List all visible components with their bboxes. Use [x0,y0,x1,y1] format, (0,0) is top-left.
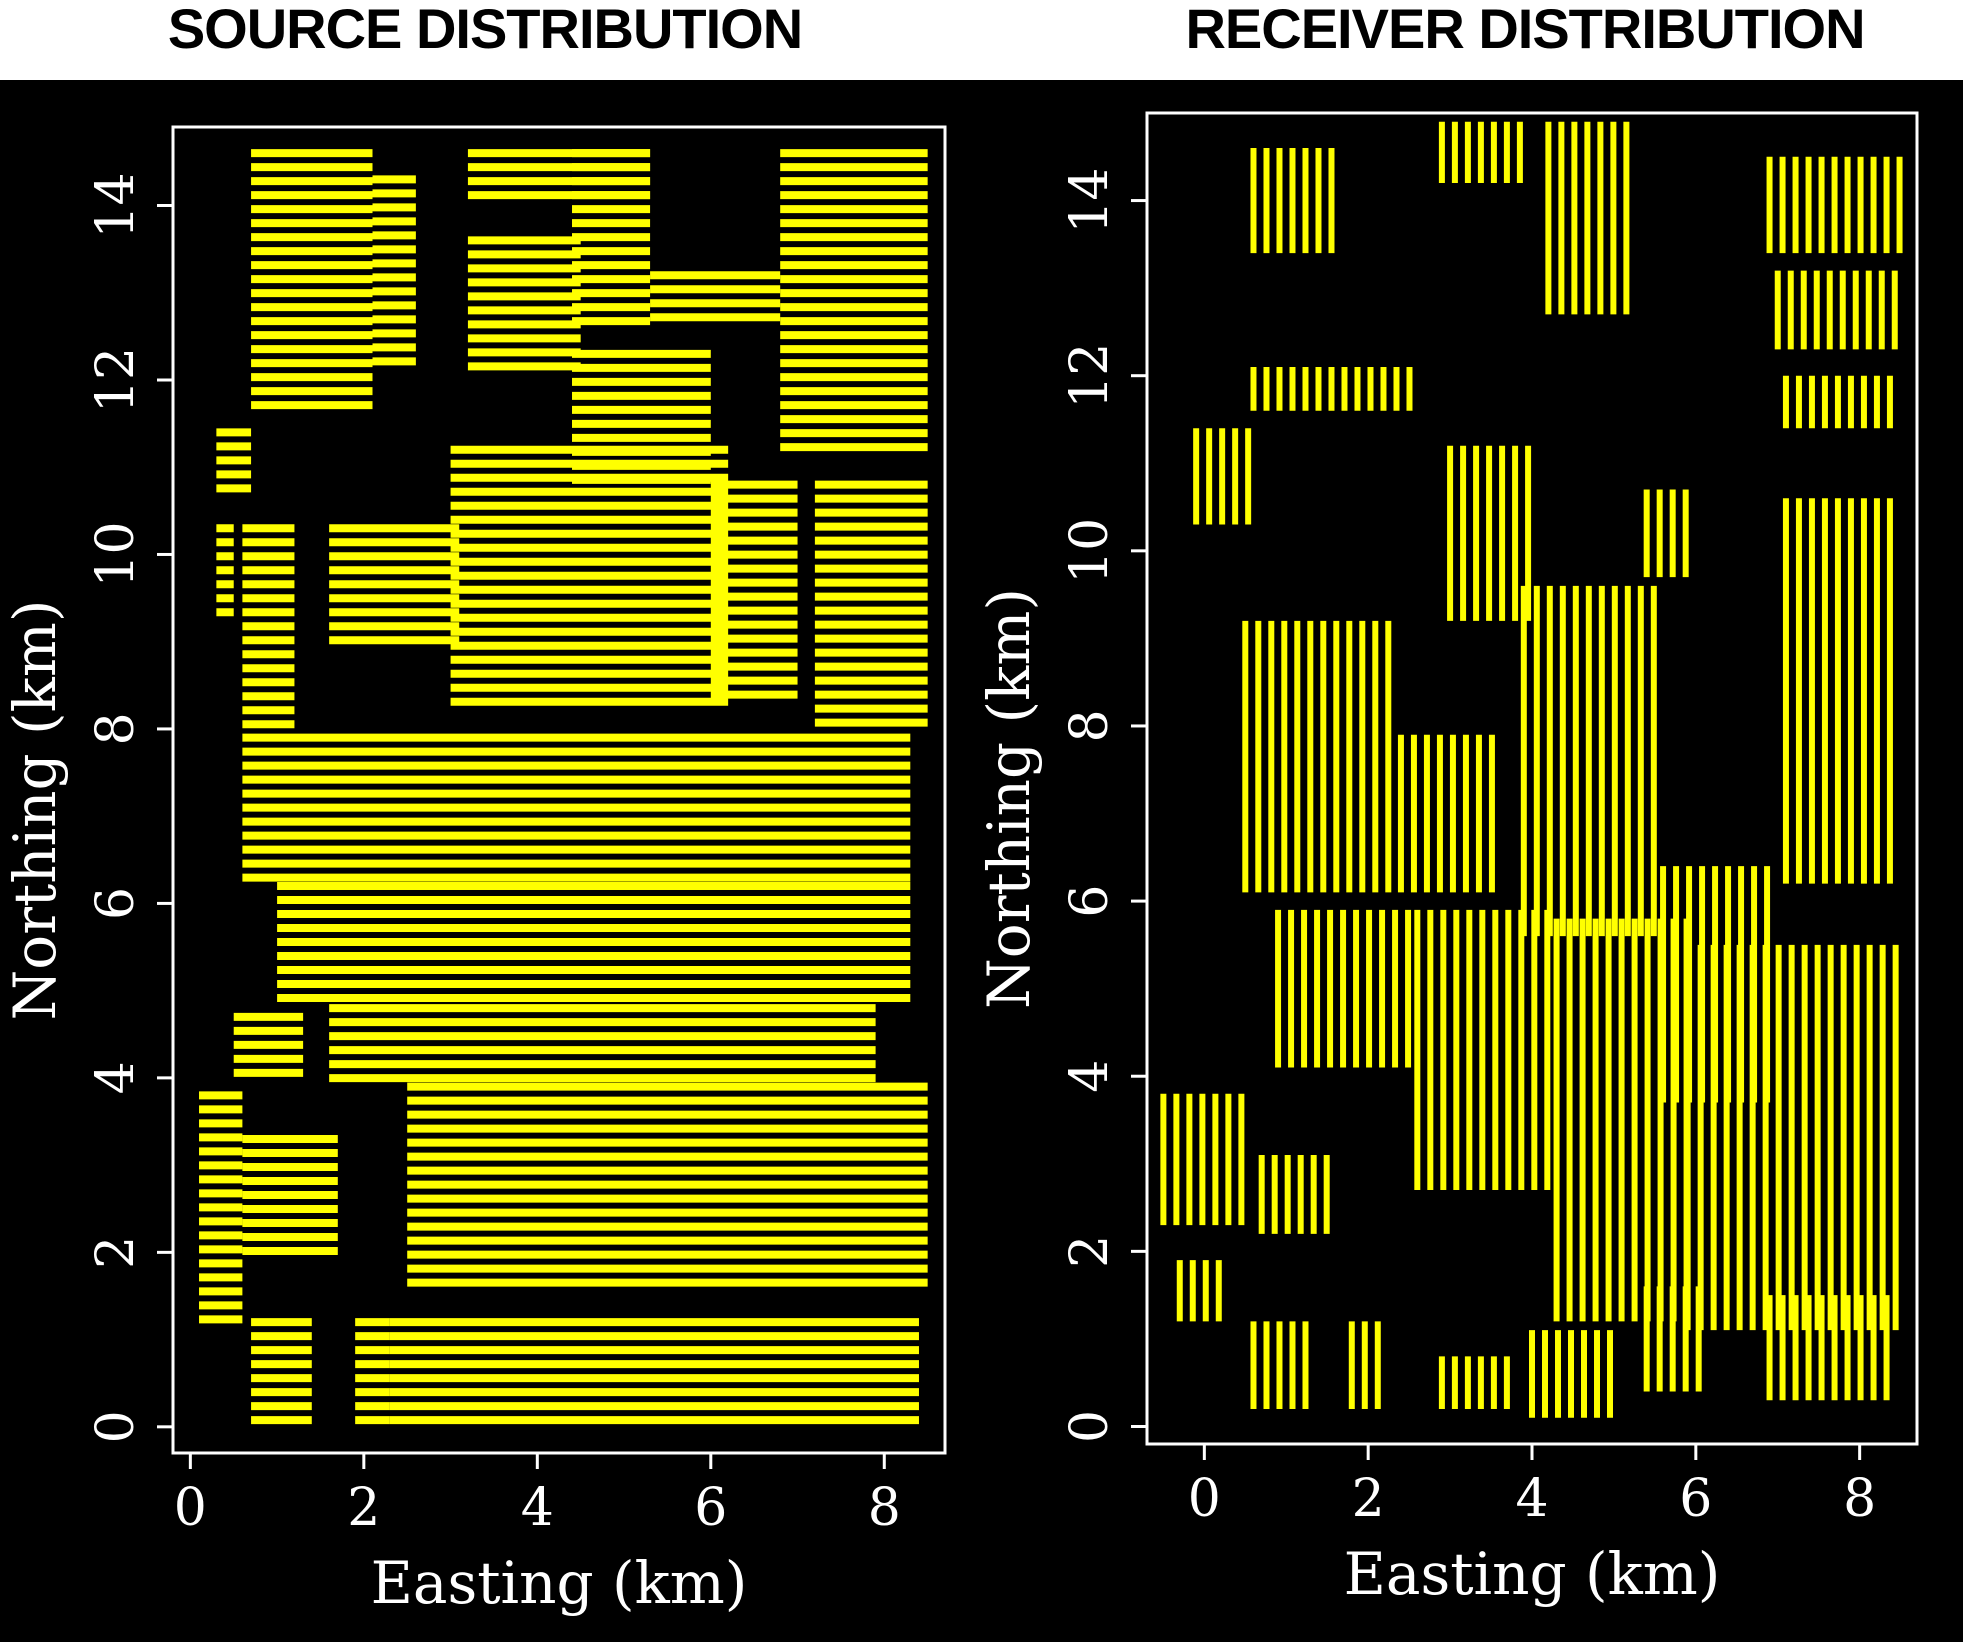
source-region-5 [572,149,651,326]
source-y-tick-label: 6 [86,887,146,920]
source-region-13 [329,524,460,645]
receiver-x-tick-label: 8 [1843,1469,1876,1529]
source-region-17 [277,881,911,1002]
receiver-panel: 0 2 4 6 8 0 2 4 6 8 10 12 14 Easting (km) Northing (km… [975,111,1919,1608]
receiver-y-tick-label: 12 [1060,343,1120,409]
source-region-23 [251,1318,312,1425]
source-title: SOURCE DISTRIBUTION [167,0,803,60]
receiver-y-tick-label: 0 [1060,1410,1120,1443]
source-region-3 [467,236,581,371]
receiver-y-tick-label: 6 [1060,885,1120,918]
source-x-axis-label: Easting (km) [371,1549,748,1617]
receiver-region-17 [1414,909,1551,1191]
source-x-tick-label: 2 [347,1478,380,1538]
source-region-7 [780,149,928,452]
source-region-2 [372,175,416,366]
source-y-tick-label: 4 [86,1061,146,1094]
source-region-24 [355,1318,390,1425]
source-panel: 0 2 4 6 8 0 2 4 6 8 10 12 14 Easting (km) Northing (km… [1,125,947,1617]
receiver-region-23 [1250,1321,1309,1409]
source-x-tick-label: 0 [174,1478,207,1538]
receiver-region-1 [1250,148,1335,254]
source-region-14 [814,480,928,727]
source-y-tick-label: 14 [86,172,146,238]
receiver-y-tick-label: 4 [1060,1060,1120,1093]
receiver-y-axis-label: Northing (km) [975,588,1043,1009]
source-x-tick-label: 4 [521,1478,554,1538]
receiver-region-4 [1766,156,1903,254]
source-y-tick-label: 2 [86,1236,146,1269]
receiver-region-14 [1520,585,1657,937]
receiver-region-13 [1397,734,1495,893]
receiver-x-tick-label: 4 [1515,1469,1548,1529]
receiver-region-6 [1250,366,1413,411]
source-region-1 [251,149,373,410]
receiver-x-tick-label: 6 [1679,1469,1712,1529]
receiver-region-7 [1782,375,1893,429]
source-x-tick-label: 8 [868,1478,901,1538]
source-region-10 [216,428,252,493]
source-region-22 [407,1082,928,1287]
receiver-region-28 [1766,1295,1890,1401]
chart-svg: 0 2 4 6 8 0 2 4 6 8 10 12 14 Easting (km) Northing (km… [1,111,1919,1617]
source-region-6 [650,271,781,322]
source-y-tick-label: 0 [86,1410,146,1443]
receiver-region-3 [1545,121,1630,315]
receiver-y-tick-label: 8 [1060,709,1120,742]
receiver-region-18 [1553,918,1690,1322]
receiver-region-22 [1176,1260,1222,1322]
source-region-9 [450,445,729,706]
source-region-11 [216,524,234,617]
receiver-region-21 [1258,1155,1330,1234]
receiver-region-25 [1438,1356,1510,1409]
source-region-20 [199,1091,243,1324]
source-x-tick-label: 6 [694,1478,727,1538]
receiver-x-tick-label: 0 [1188,1469,1221,1529]
receiver-region-19 [1684,944,1899,1331]
receiver-region-12 [1242,620,1392,893]
receiver-points [1160,121,1903,1418]
source-y-tick-label: 10 [86,521,146,587]
receiver-region-8 [1193,428,1252,525]
receiver-x-tick-label: 2 [1352,1469,1385,1529]
receiver-title: RECEIVER DISTRIBUTION [1185,0,1865,60]
receiver-y-tick-label: 2 [1060,1235,1120,1268]
receiver-region-9 [1447,445,1532,621]
source-region-15 [710,480,798,699]
source-y-axis-label: Northing (km) [1,600,69,1021]
receiver-region-16 [1275,909,1412,1068]
source-region-16 [242,733,911,882]
receiver-region-5 [1774,270,1898,350]
source-points [199,149,928,1425]
receiver-x-axis-label: Easting (km) [1344,1540,1721,1608]
source-region-25 [389,1318,919,1425]
source-region-19 [329,1004,876,1083]
receiver-y-tick-label: 10 [1060,518,1120,584]
receiver-region-20 [1160,1093,1245,1226]
source-y-tick-label: 12 [86,347,146,413]
source-plot-frame [171,125,947,1455]
receiver-region-2 [1438,121,1523,184]
source-region-18 [233,1012,304,1077]
receiver-region-26 [1529,1330,1613,1418]
receiver-y-tick-label: 14 [1060,167,1120,233]
source-region-4 [467,149,651,200]
source-y-tick-label: 8 [86,712,146,745]
receiver-region-27 [1643,1286,1702,1392]
source-region-12 [242,524,295,729]
receiver-region-24 [1348,1321,1381,1409]
receiver-region-10 [1643,489,1689,578]
chart-area: 0 2 4 6 8 0 2 4 6 8 10 12 14 Easting (km) Northing (km… [0,80,1963,1642]
source-region-21 [242,1134,338,1255]
receiver-region-11 [1782,498,1893,884]
